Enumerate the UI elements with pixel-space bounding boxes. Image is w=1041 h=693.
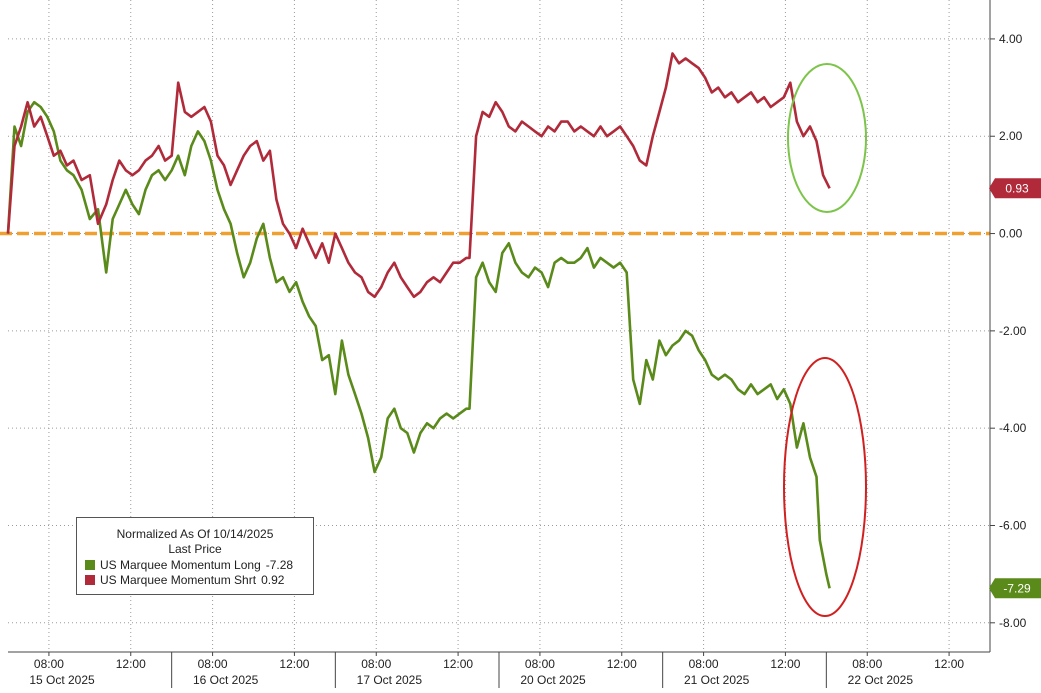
series-group: [6, 52, 831, 589]
legend-label-short: US Marquee Momentum Shrt: [100, 572, 257, 587]
last-value-tag-short: 0.93: [989, 178, 1041, 199]
x-tick-label: 12:00: [770, 657, 800, 671]
x-tick-label: 12:00: [607, 657, 637, 671]
x-tick-label: 08:00: [852, 657, 882, 671]
last-value-tag-bg: [989, 178, 1041, 199]
legend-swatch-short: [85, 574, 95, 585]
legend-value-long: -7.28: [265, 557, 294, 572]
x-tick-label: 12:00: [443, 657, 473, 671]
last-value-labels: -7.29 0.93: [989, 178, 1041, 599]
y-axis: 4.00 2.00 0.00 -2.00 -4.00 -6.00 -8.00: [989, 0, 1027, 652]
x-tick-label: 08:00: [361, 657, 391, 671]
x-tick-label: 08:00: [689, 657, 719, 671]
x-date-label: 22 Oct 2025: [848, 673, 914, 687]
last-value-tag-long: -7.29: [989, 578, 1041, 599]
x-tick-label: 08:00: [198, 657, 228, 671]
x-date-label: 20 Oct 2025: [520, 673, 586, 687]
series-line-short: [6, 52, 831, 299]
highlight-circle-green: [787, 63, 867, 213]
x-tick-label: 12:00: [279, 657, 309, 671]
legend-subtitle: Last Price: [168, 542, 222, 556]
x-date-label: 21 Oct 2025: [684, 673, 750, 687]
y-tick-label: 0.00: [999, 227, 1023, 241]
y-tick-label: -2.00: [999, 324, 1027, 338]
x-date-label: 17 Oct 2025: [357, 673, 423, 687]
y-tick-label: 4.00: [999, 32, 1023, 46]
legend-item-long: US Marquee Momentum Long -7.28: [77, 557, 313, 572]
x-date-label: 16 Oct 2025: [193, 673, 259, 687]
legend-title: Normalized As Of 10/14/2025: [116, 527, 274, 541]
legend-label-long: US Marquee Momentum Long: [100, 557, 261, 572]
y-tick-label: -8.00: [999, 616, 1027, 630]
x-tick-label: 12:00: [934, 657, 964, 671]
legend-swatch-long: [85, 559, 95, 570]
x-tick-label: 08:00: [525, 657, 555, 671]
y-tick-label: -6.00: [999, 518, 1027, 532]
series-line-long: [6, 100, 831, 589]
x-axis: 08:00 12:00 15 Oct 2025 08:00 12:00 16 Oct 20…: [8, 651, 990, 688]
legend: Normalized As Of 10/14/2025 Last Price U…: [76, 517, 314, 595]
y-tick-label: -4.00: [999, 421, 1027, 435]
annotation-group: [783, 63, 867, 617]
x-tick-label: 12:00: [116, 657, 146, 671]
x-tick-label: 08:00: [34, 657, 64, 671]
last-value-label: 0.93: [1005, 181, 1029, 195]
y-tick-label: 2.00: [999, 129, 1023, 143]
last-value-tag-bg: [989, 578, 1041, 599]
legend-item-short: US Marquee Momentum Shrt 0.92: [77, 572, 313, 587]
x-date-label: 15 Oct 2025: [29, 673, 95, 687]
highlight-circle-red: [783, 357, 867, 617]
last-value-label: -7.29: [1003, 581, 1031, 595]
legend-value-short: 0.92: [261, 572, 285, 587]
gridlines: [8, 0, 990, 652]
